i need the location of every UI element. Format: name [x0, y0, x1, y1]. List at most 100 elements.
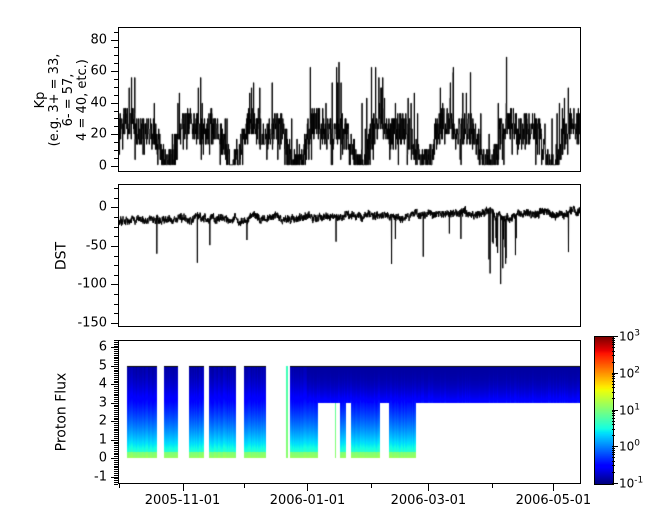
tick-mark: [111, 103, 118, 104]
tick-mark: [612, 418, 615, 419]
tick-mark: [371, 484, 372, 488]
tick-mark: [612, 355, 615, 356]
tick-mark: [114, 364, 118, 365]
tick-mark: [183, 484, 184, 491]
tick-mark: [114, 443, 118, 444]
tick-mark: [612, 457, 615, 458]
tick-mark: [114, 340, 118, 341]
tick-mark: [612, 347, 615, 348]
proton_flux-ytick-label: 0: [98, 450, 107, 466]
tick-mark: [111, 284, 118, 285]
tick-mark: [114, 449, 118, 450]
proton_flux-ytick-label: 4: [98, 376, 107, 392]
kp-ylabel-line: 4 = 40, etc.): [75, 58, 91, 141]
tick-mark: [114, 425, 118, 426]
tick-mark: [114, 390, 118, 391]
tick-mark: [114, 386, 118, 387]
colorbar-gradient: [594, 336, 614, 485]
tick-mark: [114, 256, 118, 257]
tick-mark: [114, 445, 118, 446]
tick-mark: [114, 392, 118, 393]
tick-mark: [111, 347, 118, 348]
tick-mark: [612, 448, 615, 449]
tick-mark: [307, 484, 308, 491]
tick-mark: [612, 344, 615, 345]
proton_flux-ylabel-line: Proton Flux: [53, 372, 70, 452]
tick-mark: [111, 403, 118, 404]
colorbar-tick-exponent: 2: [634, 365, 641, 376]
colorbar-tick-label: 10-1: [619, 475, 644, 491]
tick-mark: [114, 466, 118, 467]
colorbar-tick-exponent: -1: [634, 475, 644, 486]
tick-mark: [114, 410, 118, 411]
tick-mark: [111, 440, 118, 441]
tick-mark: [612, 465, 615, 466]
colorbar-tick-exponent: 1: [634, 402, 641, 412]
tick-mark: [114, 399, 118, 400]
tick-mark: [612, 429, 615, 430]
tick-mark: [114, 471, 118, 472]
tick-mark: [119, 484, 120, 488]
tick-mark: [612, 452, 615, 453]
colorbar-tick-label: 103: [619, 328, 641, 344]
tick-mark: [612, 421, 615, 422]
tick-mark: [612, 424, 615, 425]
tick-mark: [612, 392, 615, 393]
tick-mark: [114, 408, 118, 409]
tick-mark: [111, 323, 118, 324]
tick-mark: [244, 484, 245, 488]
tick-mark: [114, 357, 118, 358]
tick-mark: [612, 374, 615, 375]
tick-mark: [114, 397, 118, 398]
panel-dst: [118, 184, 581, 327]
kp-ylabel-line: 6- = 57,: [61, 73, 76, 126]
tick-mark: [114, 344, 118, 345]
tick-mark: [114, 416, 118, 417]
kp-ytick-label: 80: [90, 32, 107, 48]
dst-ytick-label: 0: [98, 199, 107, 215]
tick-mark: [114, 475, 118, 476]
tick-mark: [114, 373, 118, 374]
proton_flux-ytick-label: 1: [98, 432, 107, 448]
tick-mark: [612, 483, 618, 484]
tick-mark: [114, 313, 118, 314]
tick-mark: [114, 414, 118, 415]
tick-mark: [114, 478, 118, 479]
tick-mark: [114, 418, 118, 419]
tick-mark: [111, 134, 118, 135]
tick-mark: [111, 477, 118, 478]
tick-mark: [114, 47, 118, 48]
tick-mark: [114, 346, 118, 347]
tick-mark: [114, 158, 118, 159]
tick-mark: [114, 453, 118, 454]
tick-mark: [114, 294, 118, 295]
panel-proton-flux: [118, 340, 581, 484]
tick-mark: [114, 430, 118, 431]
tick-mark: [114, 464, 118, 465]
tick-mark: [114, 456, 118, 457]
tick-mark: [111, 166, 118, 167]
tick-mark: [114, 265, 118, 266]
tick-mark: [114, 150, 118, 151]
tick-mark: [114, 79, 118, 80]
tick-mark: [612, 415, 615, 416]
tick-mark: [612, 338, 615, 339]
tick-mark: [114, 405, 118, 406]
tick-mark: [114, 342, 118, 343]
tick-mark: [114, 63, 118, 64]
colorbar-tick-exponent: 3: [634, 328, 641, 339]
proton_flux-ytick-label: -1: [94, 469, 107, 485]
tick-mark: [612, 376, 615, 377]
tick-mark: [114, 388, 118, 389]
tick-mark: [114, 447, 118, 448]
proton_flux-ytick-label: 5: [98, 358, 107, 374]
tick-mark: [114, 379, 118, 380]
tick-mark: [114, 360, 118, 361]
tick-mark: [612, 336, 618, 337]
x-tick-label: 2006-03-01: [390, 493, 467, 508]
tick-mark: [114, 427, 118, 428]
tick-mark: [114, 275, 118, 276]
tick-mark: [114, 355, 118, 356]
tick-mark: [114, 142, 118, 143]
tick-mark: [612, 411, 615, 412]
